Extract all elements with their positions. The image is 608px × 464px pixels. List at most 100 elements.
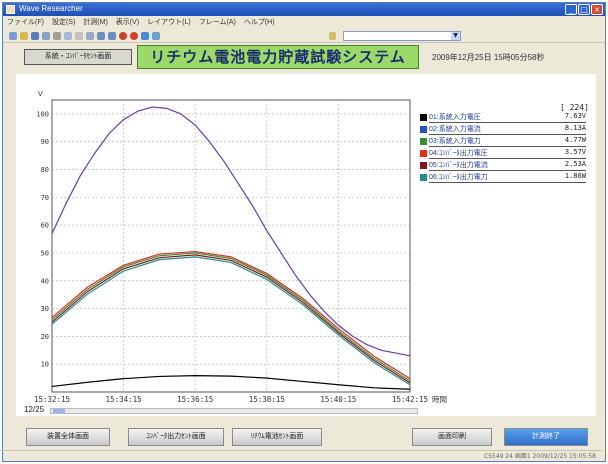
app-icon <box>6 5 15 14</box>
y-tick-label: 80 <box>41 166 49 174</box>
y-tick-label: 70 <box>41 194 49 202</box>
battery-screen-button[interactable]: ﾘﾁｳﾑ電池ｾﾝﾄ画面 <box>232 428 322 446</box>
series-line <box>51 374 411 390</box>
legend-underline <box>429 182 586 183</box>
chevron-down-icon[interactable]: ▼ <box>451 32 460 40</box>
screen-select-button[interactable]: 系統・ｺﾝﾊﾞｰﾀｾﾝﾄ画面 <box>24 49 132 65</box>
toolbar-combobox[interactable]: ▼ <box>343 31 461 41</box>
legend-label: 04:ｺﾝﾊﾞｰﾀ出力電圧 <box>429 150 488 157</box>
stop-icon[interactable] <box>130 32 138 40</box>
legend-swatch <box>420 162 427 169</box>
legend-label: 02:系統入力電流 <box>429 126 481 133</box>
series-line <box>51 250 411 380</box>
y-tick-label: 30 <box>41 305 49 313</box>
date-label: 12/25 <box>24 405 45 414</box>
legend-value: 8.13A <box>564 124 586 132</box>
legend-row[interactable]: 06:ｺﾝﾊﾞｰﾀ出力電力 1.86W <box>420 172 600 184</box>
y-axis-label: V <box>38 90 43 98</box>
legend-swatch <box>420 126 427 133</box>
save-icon[interactable] <box>31 32 39 40</box>
legend-underline <box>429 158 586 159</box>
minimize-button[interactable]: _ <box>565 4 577 15</box>
menu-measure[interactable]: 計測(M) <box>83 19 108 26</box>
y-tick-label: 60 <box>41 222 49 230</box>
title-bar: Wave Researcher _ □ × <box>3 3 605 16</box>
series-line <box>51 106 411 357</box>
graph-icon[interactable] <box>152 32 160 40</box>
settings-icon[interactable] <box>53 32 61 40</box>
x-tick-label: 15:42:15 <box>392 395 428 404</box>
monitor-icon[interactable] <box>141 32 149 40</box>
x-tick-label: 15:32:15 <box>34 395 70 404</box>
open-icon[interactable] <box>20 32 28 40</box>
y-tick-label: 50 <box>41 249 49 257</box>
legend-label: 03:系統入力電力 <box>429 138 481 145</box>
legend-label: 01:系統入力電圧 <box>429 114 481 121</box>
legend-label: 05:ｺﾝﾊﾞｰﾀ出力電流 <box>429 162 488 169</box>
legend-swatch <box>420 138 427 145</box>
series-line <box>51 252 411 382</box>
series-line <box>51 254 411 384</box>
menu-bar: ファイル(F) 設定(S) 計測(M) 表示(V) レイアウト(L) フレーム(… <box>3 17 605 28</box>
legend-row[interactable]: 01:系統入力電圧 7.63V <box>420 112 600 124</box>
x-axis-unit: 時間 <box>432 395 447 404</box>
maximize-button[interactable]: □ <box>578 4 590 15</box>
x-tick-label: 15:40:15 <box>320 395 356 404</box>
system-title: リチウム電池電力貯蔵試験システム <box>137 45 419 69</box>
legend-swatch <box>420 114 427 121</box>
channel-legend: 01:系統入力電圧 7.63V 02:系統入力電流 8.13A 03:系統入力電… <box>420 112 600 184</box>
toolbar: ▼ <box>3 29 605 43</box>
plot-frame <box>51 99 411 393</box>
legend-value: 2.53A <box>564 160 586 168</box>
legend-value: 4.77W <box>564 136 586 144</box>
time-scrollbar[interactable] <box>50 408 418 414</box>
legend-swatch <box>420 150 427 157</box>
overall-screen-button[interactable]: 装置全体画面 <box>26 428 110 446</box>
y-tick-label: 20 <box>41 333 49 341</box>
status-bar: CS549 24 画面1 2009/12/25 15:05:58 <box>0 450 602 460</box>
datetime-display: 2009年12月25日 15時05分58秒 <box>432 53 545 62</box>
print-icon[interactable] <box>42 32 50 40</box>
forward-icon[interactable] <box>108 32 116 40</box>
legend-value: 3.57V <box>564 148 586 156</box>
converter-screen-button[interactable]: ｺﾝﾊﾞｰﾀ出力ｾﾝﾄ画面 <box>128 428 224 446</box>
menu-view[interactable]: 表示(V) <box>115 19 140 26</box>
menu-frame[interactable]: フレーム(A) <box>198 19 236 26</box>
print-screen-button[interactable]: 画面印刷 <box>412 428 492 446</box>
y-tick-label: 40 <box>41 277 49 285</box>
legend-underline <box>429 134 586 135</box>
cursor-icon[interactable] <box>75 32 83 40</box>
x-tick-label: 15:34:15 <box>106 395 142 404</box>
scrollbar-thumb[interactable] <box>53 409 65 413</box>
legend-row[interactable]: 02:系統入力電流 8.13A <box>420 124 600 136</box>
legend-underline <box>429 146 586 147</box>
pencil-icon[interactable] <box>329 32 336 40</box>
menu-layout[interactable]: レイアウト(L) <box>147 19 191 26</box>
window-title: Wave Researcher <box>19 4 83 13</box>
legend-value: 7.63V <box>564 112 586 120</box>
legend-swatch <box>420 174 427 181</box>
new-icon[interactable] <box>9 32 17 40</box>
legend-row[interactable]: 03:系統入力電力 4.77W <box>420 136 600 148</box>
legend-row[interactable]: 05:ｺﾝﾊﾞｰﾀ出力電流 2.53A <box>420 160 600 172</box>
x-tick-label: 15:38:15 <box>249 395 285 404</box>
legend-row[interactable]: 04:ｺﾝﾊﾞｰﾀ出力電圧 3.57V <box>420 148 600 160</box>
series-line <box>51 256 411 386</box>
status-text: CS549 24 画面1 2009/12/25 15:05:58 <box>483 453 596 460</box>
x-tick-label: 15:36:15 <box>177 395 213 404</box>
legend-value: 1.86W <box>564 172 586 180</box>
menu-settings[interactable]: 設定(S) <box>51 19 76 26</box>
y-tick-label: 100 <box>36 110 49 118</box>
end-measurement-button[interactable]: 計測終了 <box>504 428 588 446</box>
menu-file[interactable]: ファイル(F) <box>7 19 44 26</box>
arrow-icon[interactable] <box>86 32 94 40</box>
y-tick-label: 10 <box>41 361 49 369</box>
close-button[interactable]: × <box>591 4 603 15</box>
legend-underline <box>429 170 586 171</box>
record-icon[interactable] <box>119 32 127 40</box>
zoom-icon[interactable] <box>64 32 72 40</box>
legend-label: 06:ｺﾝﾊﾞｰﾀ出力電力 <box>429 174 488 181</box>
back-icon[interactable] <box>97 32 105 40</box>
menu-help[interactable]: ヘルプ(H) <box>243 19 275 26</box>
